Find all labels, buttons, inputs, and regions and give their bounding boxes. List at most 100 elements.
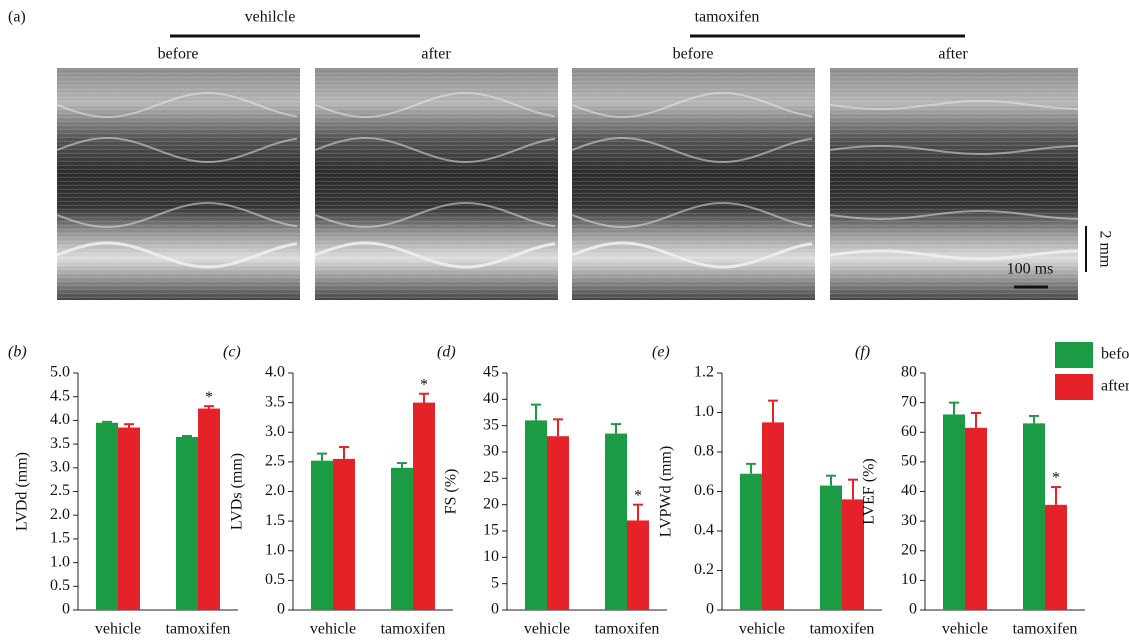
y-tick-label: 1.0 [50,553,70,570]
x-tick-label: vehicle [310,621,356,638]
panel-label: (f) [855,344,870,361]
y-tick-label: 0.8 [694,443,714,460]
y-tick-label: 0.2 [694,561,714,578]
y-tick-label: 70 [901,393,917,410]
y-tick-label: 35 [483,416,499,433]
y-tick-label: 30 [483,443,499,460]
y-tick-label: 3.0 [265,423,285,440]
y-tick-label: 50 [901,453,917,470]
bar [762,422,784,610]
y-tick-label: 10 [901,571,917,588]
x-tick-label: tamoxifen [595,621,660,638]
bar [525,420,547,610]
y-tick-label: 40 [483,390,499,407]
legend-label: after [1101,378,1129,395]
y-tick-label: 0 [491,601,499,618]
y-tick-label: 20 [483,495,499,512]
group-label: tamoxifen [695,9,760,26]
y-tick-label: 40 [901,482,917,499]
y-tick-label: 2.5 [50,482,70,499]
scale-label: 2 mm [1096,231,1113,268]
panel-label: (d) [437,344,456,361]
echo-texture [572,68,815,300]
x-tick-label: tamoxifen [810,621,875,638]
y-tick-label: 2.0 [50,506,70,523]
x-tick-label: vehicle [942,621,988,638]
y-axis-label: LVDd (mm) [14,452,31,531]
legend-label: before [1101,346,1129,363]
bar [820,486,842,610]
bar [311,461,333,610]
y-tick-label: 4.5 [50,387,70,404]
y-tick-label: 2.5 [265,453,285,470]
echo-texture [315,68,558,300]
y-tick-label: 0 [909,601,917,618]
y-tick-label: 3.5 [265,393,285,410]
bar [547,436,569,610]
figure: (a) vehilcle tamoxifen before after befo… [0,0,1129,640]
y-tick-label: 25 [483,469,499,486]
echo-panel: (a) vehilcle tamoxifen before after befo… [8,9,1113,300]
y-tick-label: 1.5 [50,530,70,547]
bar [198,409,220,610]
bar [605,434,627,610]
y-tick-label: 30 [901,512,917,529]
scale-label: 100 ms [1007,261,1054,278]
y-axis-label: LVDs (mm) [229,453,246,530]
y-tick-label: 0.4 [694,522,714,539]
y-tick-label: 3.0 [50,458,70,475]
y-tick-label: 0 [706,601,714,618]
bar [965,428,987,610]
legend-swatch [1055,342,1093,368]
column-label: after [421,46,451,63]
significance-marker: * [634,487,642,504]
panel-label: (e) [652,344,670,361]
bar [391,468,413,610]
bar [118,428,140,610]
y-tick-label: 0.5 [265,571,285,588]
y-tick-label: 5 [491,574,499,591]
x-tick-label: tamoxifen [381,621,446,638]
y-tick-label: 80 [901,364,917,381]
significance-marker: * [420,376,428,393]
y-tick-label: 5.0 [50,364,70,381]
y-tick-label: 2.0 [265,482,285,499]
y-tick-label: 15 [483,522,499,539]
y-tick-label: 1.5 [265,512,285,529]
y-tick-label: 0.6 [694,482,714,499]
x-tick-label: vehicle [95,621,141,638]
bar [943,414,965,610]
column-label: after [938,46,968,63]
x-tick-label: vehicle [739,621,785,638]
group-label: vehilcle [245,9,296,26]
bar [333,459,355,610]
y-tick-label: 45 [483,364,499,381]
panel-label: (a) [8,9,26,26]
y-tick-label: 10 [483,548,499,565]
significance-marker: * [205,389,213,406]
y-tick-label: 4.0 [50,411,70,428]
y-tick-label: 4.0 [265,364,285,381]
panel-label: (c) [223,344,241,361]
bar [740,474,762,610]
legend-swatch [1055,374,1093,400]
y-tick-label: 0.5 [50,577,70,594]
column-label: before [673,46,714,63]
y-axis-label: LVPWd (mm) [658,446,675,537]
echo-texture [57,68,300,300]
x-tick-label: vehicle [524,621,570,638]
x-tick-label: tamoxifen [1013,621,1078,638]
bar [1045,505,1067,610]
column-label: before [158,46,199,63]
y-tick-label: 0 [62,601,70,618]
bar [96,423,118,610]
y-tick-label: 20 [901,541,917,558]
y-tick-label: 0 [277,601,285,618]
bar [413,403,435,610]
bar [1023,423,1045,610]
y-tick-label: 1.0 [694,403,714,420]
bar [627,520,649,610]
y-tick-label: 3.5 [50,435,70,452]
y-axis-label: LVEF (%) [861,458,878,525]
y-tick-label: 1.0 [265,541,285,558]
